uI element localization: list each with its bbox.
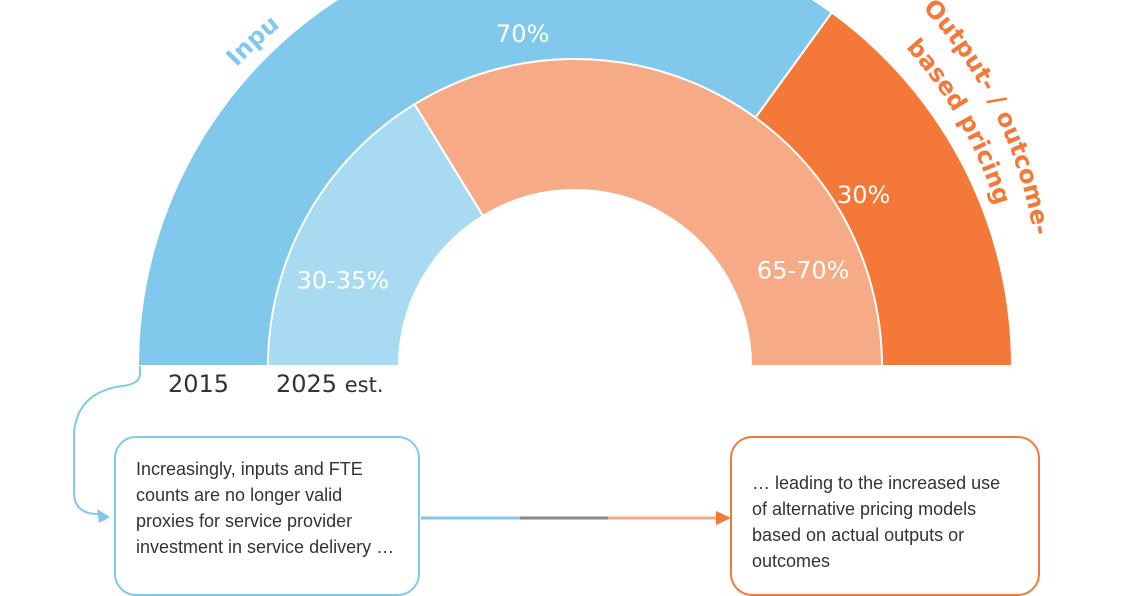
inner-ring-label-input: 30-35% (297, 267, 390, 295)
year-2025-text: 2025 (276, 370, 338, 398)
arrow-head (716, 511, 731, 525)
inner-ring-2025 (266, 58, 884, 367)
callout-outputs: … leading to the increased use of altern… (730, 436, 1040, 596)
year-label-2025: 2025 est. (276, 370, 384, 398)
callout-inputs-text: Increasingly, inputs and FTE counts are … (136, 459, 395, 557)
inner-ring-segment-output (413, 58, 884, 367)
callout-inputs: Increasingly, inputs and FTE counts are … (114, 436, 420, 596)
connector-curve (73, 366, 141, 515)
year-label-2015: 2015 (168, 370, 229, 398)
outer-ring-label-output: 30% (837, 181, 890, 209)
outer-ring-label-input: 70% (496, 20, 549, 48)
inner-ring-segment-input (266, 102, 485, 367)
segment-labels: 70% 30% 30-35% 65-70% (297, 20, 891, 294)
inner-ring-label-output: 65-70% (757, 256, 850, 284)
callout-outputs-text: … leading to the increased use of altern… (752, 473, 1001, 571)
year-2015-text: 2015 (168, 370, 230, 398)
year-2025-suffix: est. (344, 373, 384, 397)
connector-arrowhead (97, 509, 110, 523)
